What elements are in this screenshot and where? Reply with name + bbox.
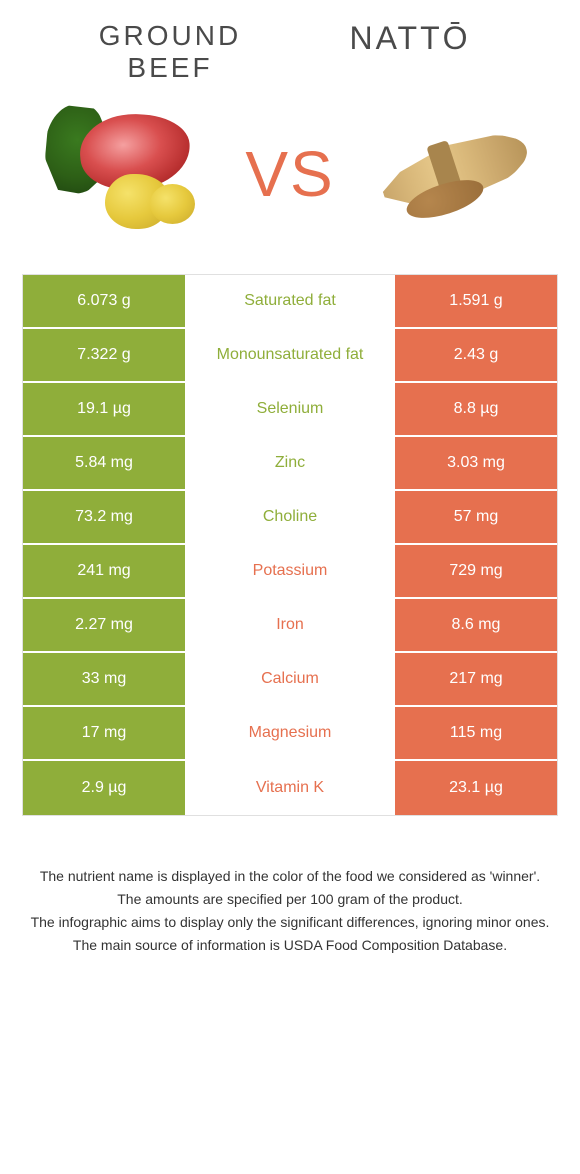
table-row: 2.9 µgVitamin K23.1 µg [23,761,557,815]
left-value: 2.9 µg [23,761,185,815]
table-row: 6.073 gSaturated fat1.591 g [23,275,557,329]
right-food-title: NATTŌ [300,20,520,57]
left-value: 19.1 µg [23,383,185,435]
nutrient-name: Potassium [185,545,395,597]
ground-beef-image [50,104,210,244]
nutrient-name: Calcium [185,653,395,705]
nutrient-name: Zinc [185,437,395,489]
table-row: 33 mgCalcium217 mg [23,653,557,707]
nutrient-name: Monounsaturated fat [185,329,395,381]
nutrient-name: Saturated fat [185,275,395,327]
nutrient-name: Magnesium [185,707,395,759]
footer-line: The infographic aims to display only the… [30,912,550,933]
right-value: 2.43 g [395,329,557,381]
vs-label: VS [245,137,334,211]
left-value: 5.84 mg [23,437,185,489]
right-value: 729 mg [395,545,557,597]
nutrient-name: Vitamin K [185,761,395,815]
nutrient-name: Choline [185,491,395,543]
right-value: 8.8 µg [395,383,557,435]
header: GROUND BEEF NATTŌ [0,0,580,84]
right-value: 217 mg [395,653,557,705]
left-value: 2.27 mg [23,599,185,651]
table-row: 2.27 mgIron8.6 mg [23,599,557,653]
footer-line: The main source of information is USDA F… [30,935,550,956]
nutrient-table: 6.073 gSaturated fat1.591 g7.322 gMonoun… [22,274,558,816]
natto-image [370,104,530,244]
table-row: 5.84 mgZinc3.03 mg [23,437,557,491]
right-value: 57 mg [395,491,557,543]
table-row: 73.2 mgCholine57 mg [23,491,557,545]
footer-line: The amounts are specified per 100 gram o… [30,889,550,910]
left-food-title: GROUND BEEF [60,20,280,84]
right-value: 3.03 mg [395,437,557,489]
nutrient-name: Selenium [185,383,395,435]
left-value: 7.322 g [23,329,185,381]
right-value: 23.1 µg [395,761,557,815]
right-value: 1.591 g [395,275,557,327]
right-value: 8.6 mg [395,599,557,651]
right-value: 115 mg [395,707,557,759]
left-value: 6.073 g [23,275,185,327]
left-value: 33 mg [23,653,185,705]
left-value: 241 mg [23,545,185,597]
images-row: VS [0,84,580,274]
footer-line: The nutrient name is displayed in the co… [30,866,550,887]
nutrient-name: Iron [185,599,395,651]
table-row: 241 mgPotassium729 mg [23,545,557,599]
left-value: 73.2 mg [23,491,185,543]
left-value: 17 mg [23,707,185,759]
table-row: 19.1 µgSelenium8.8 µg [23,383,557,437]
table-row: 17 mgMagnesium115 mg [23,707,557,761]
footer-notes: The nutrient name is displayed in the co… [0,816,580,956]
table-row: 7.322 gMonounsaturated fat2.43 g [23,329,557,383]
